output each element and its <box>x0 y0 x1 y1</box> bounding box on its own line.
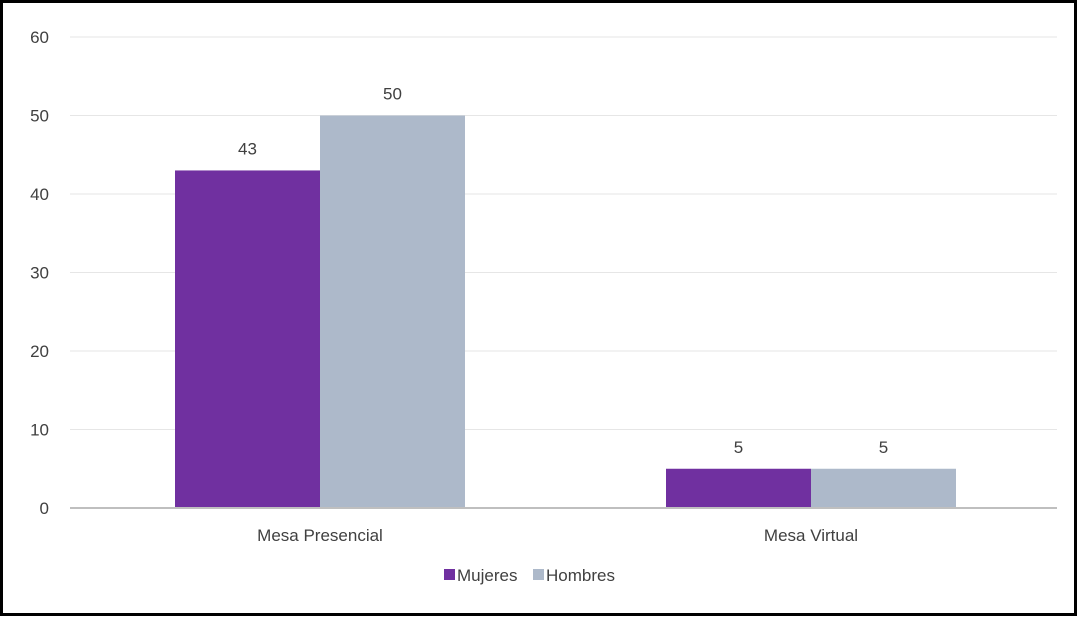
data-label: 50 <box>383 85 402 104</box>
bars <box>175 115 956 508</box>
bar-hombres-1 <box>320 115 465 508</box>
y-tick-label: 50 <box>30 107 49 126</box>
y-tick-label: 30 <box>30 264 49 283</box>
legend-label-hombres: Hombres <box>546 566 615 585</box>
bar-mujeres-1 <box>175 170 320 508</box>
x-tick-label: Mesa Presencial <box>257 526 383 545</box>
legend-label-mujeres: Mujeres <box>457 566 517 585</box>
x-axis: Mesa Presencial Mesa Virtual <box>70 507 1057 545</box>
data-labels: 43 50 5 5 <box>238 85 888 457</box>
y-tick-label: 0 <box>40 499 49 518</box>
data-label: 5 <box>879 438 888 457</box>
y-tick-label: 40 <box>30 185 49 204</box>
legend: Mujeres Hombres <box>444 566 615 585</box>
legend-swatch-hombres <box>533 569 544 580</box>
y-axis-ticks: 0 10 20 30 40 50 60 <box>30 28 49 518</box>
data-label: 5 <box>734 438 743 457</box>
legend-swatch-mujeres <box>444 569 455 580</box>
y-tick-label: 10 <box>30 421 49 440</box>
bar-hombres-2 <box>811 468 956 508</box>
y-tick-label: 20 <box>30 342 49 361</box>
bar-mujeres-2 <box>666 468 811 508</box>
x-tick-label: Mesa Virtual <box>764 526 858 545</box>
y-tick-label: 60 <box>30 28 49 47</box>
data-label: 43 <box>238 139 257 158</box>
